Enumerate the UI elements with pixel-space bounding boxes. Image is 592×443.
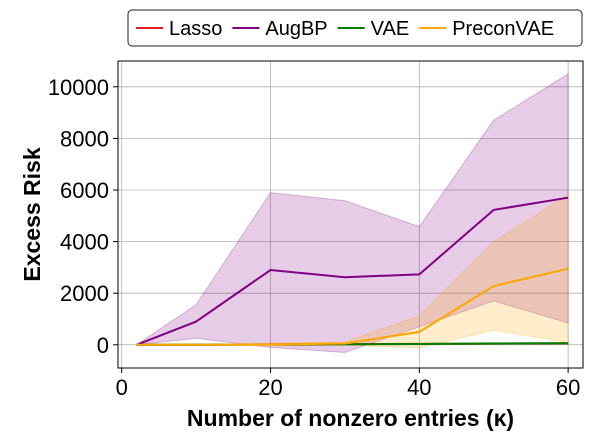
legend-label-lasso: Lasso xyxy=(169,18,222,40)
legend: Lasso AugBP VAE PreconVAE xyxy=(127,9,583,47)
confidence-bands xyxy=(136,72,569,354)
legend-label-vae: VAE xyxy=(371,18,410,40)
y-tick-label: 2000 xyxy=(60,281,109,306)
y-tick-label: 10000 xyxy=(48,75,109,100)
y-axis-label: Excess Risk xyxy=(19,147,45,281)
series-lines xyxy=(136,196,569,346)
legend-label-augbp: AugBP xyxy=(265,18,327,40)
plot-frame xyxy=(117,60,584,369)
y-tick-label: 6000 xyxy=(60,178,109,203)
x-tick-label: 0 xyxy=(116,375,128,400)
x-tick-label: 40 xyxy=(407,375,431,400)
x-axis-label: Number of nonzero entries (κ) xyxy=(187,405,514,431)
x-tick-label: 60 xyxy=(556,375,580,400)
line-augbp xyxy=(136,196,569,346)
line-preconvae xyxy=(136,267,569,346)
band-preconvae xyxy=(136,193,569,349)
y-tick-label: 4000 xyxy=(60,230,109,255)
legend-label-preconvae: PreconVAE xyxy=(452,18,554,40)
y-tick-label: 8000 xyxy=(60,126,109,151)
x-tick-label: 20 xyxy=(258,375,282,400)
y-tick-label: 0 xyxy=(97,333,109,358)
axis-ticks: 0 20 40 60 0 2000 4000 6000 8000 10000 xyxy=(48,75,581,400)
